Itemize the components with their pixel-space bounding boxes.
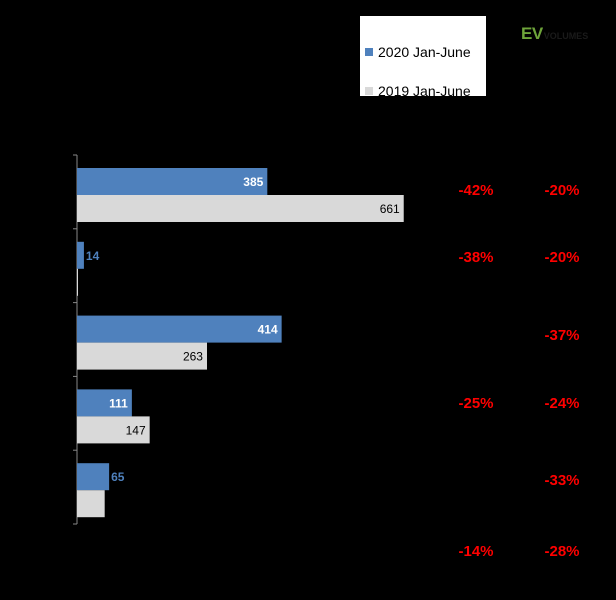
data-label: 385 — [243, 175, 263, 189]
bar-2019 — [77, 195, 404, 222]
change-label-ytd: -20% — [544, 249, 579, 266]
legend-swatch-2020 — [365, 48, 373, 56]
data-label: 147 — [126, 423, 146, 437]
change-label-ytd: -33% — [544, 472, 579, 489]
legend: 2020 Jan-June 2019 Jan-June — [360, 16, 486, 99]
legend-item-2019: 2019 Jan-June — [365, 83, 471, 99]
logo-volumes-text: VOLUMES — [543, 31, 589, 41]
change-label-2020: -42% — [458, 182, 493, 199]
legend-label-2020: 2020 Jan-June — [378, 44, 471, 60]
data-label: 414 — [258, 323, 278, 337]
change-label-2020: -14% — [458, 543, 493, 560]
bar-2020 — [77, 168, 268, 195]
change-label-ytd: -28% — [544, 543, 579, 560]
bar-2019 — [77, 268, 78, 296]
data-label: 661 — [380, 202, 400, 216]
data-label: 2 — [80, 276, 87, 290]
bar-2019 — [77, 490, 105, 518]
change-label-ytd: -20% — [544, 182, 579, 199]
data-label: 263 — [183, 350, 203, 364]
bar-2020 — [77, 389, 132, 417]
data-label: 56 — [107, 497, 121, 511]
data-label: 14 — [86, 249, 100, 263]
data-label: 65 — [111, 470, 125, 484]
bar-2020 — [77, 315, 282, 343]
change-label-ytd: -37% — [544, 327, 579, 344]
change-label-2020: -38% — [458, 249, 493, 266]
change-label-ytd: -24% — [544, 395, 579, 412]
legend-swatch-2019 — [365, 87, 373, 95]
logo-ev-text: EV — [521, 24, 543, 43]
legend-label-2019: 2019 Jan-June — [378, 83, 471, 99]
legend-item-2020: 2020 Jan-June — [365, 44, 471, 60]
ev-volumes-logo: EV VOLUMES — [521, 24, 588, 44]
bar-2020 — [77, 463, 110, 491]
change-label-2020: -25% — [458, 395, 493, 412]
bar-2020 — [77, 241, 84, 269]
bar-2019 — [77, 342, 207, 370]
bar-2019 — [77, 416, 150, 444]
data-label: 111 — [109, 396, 128, 410]
